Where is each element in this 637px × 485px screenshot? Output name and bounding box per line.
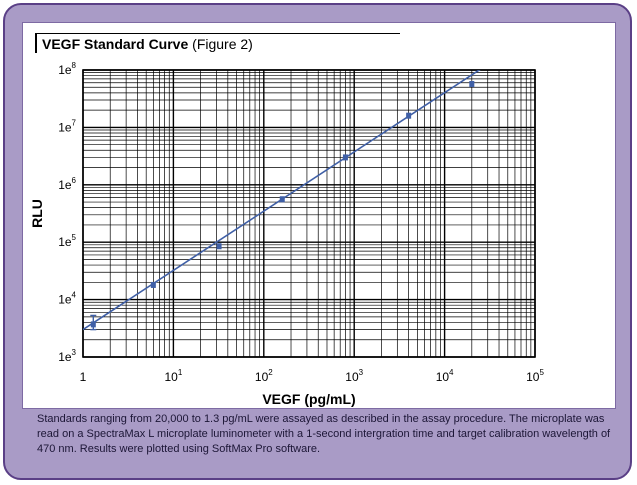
- y-axis-label: RLU: [29, 199, 45, 228]
- y-tick-label: 1e5: [58, 233, 76, 249]
- y-tick-label: 1e6: [58, 176, 76, 192]
- data-point: [90, 321, 96, 328]
- x-tick-label: 101: [164, 368, 182, 384]
- y-tick-label: 1e3: [58, 348, 76, 364]
- y-tick-label: 1e7: [58, 118, 76, 134]
- figure-caption: Standards ranging from 20,000 to 1.3 pg/…: [37, 413, 611, 455]
- x-tick-label: 102: [255, 368, 273, 384]
- x-tick-label: 1: [80, 370, 87, 384]
- chart-title-bold: VEGF Standard Curve: [42, 36, 189, 52]
- chart-panel: [22, 22, 616, 409]
- y-tick-label: 1e8: [58, 61, 76, 77]
- title-rule-vertical: [35, 33, 37, 53]
- data-point: [150, 281, 156, 288]
- data-point: [216, 243, 222, 250]
- chart-title: VEGF Standard Curve (Figure 2): [42, 36, 253, 52]
- data-point: [469, 81, 475, 88]
- data-point: [279, 196, 285, 203]
- plot-area-border: [82, 69, 536, 358]
- chart-title-figure: (Figure 2): [192, 36, 253, 52]
- data-point: [342, 154, 348, 161]
- x-tick-label: 103: [345, 368, 363, 384]
- data-point: [406, 112, 412, 119]
- y-tick-label: 1e4: [58, 291, 76, 307]
- x-tick-label: 105: [526, 368, 544, 384]
- title-rule-horizontal: [35, 33, 400, 34]
- x-axis-label: VEGF (pg/mL): [262, 391, 355, 407]
- fit-line: [83, 70, 481, 331]
- x-tick-label: 104: [436, 368, 454, 384]
